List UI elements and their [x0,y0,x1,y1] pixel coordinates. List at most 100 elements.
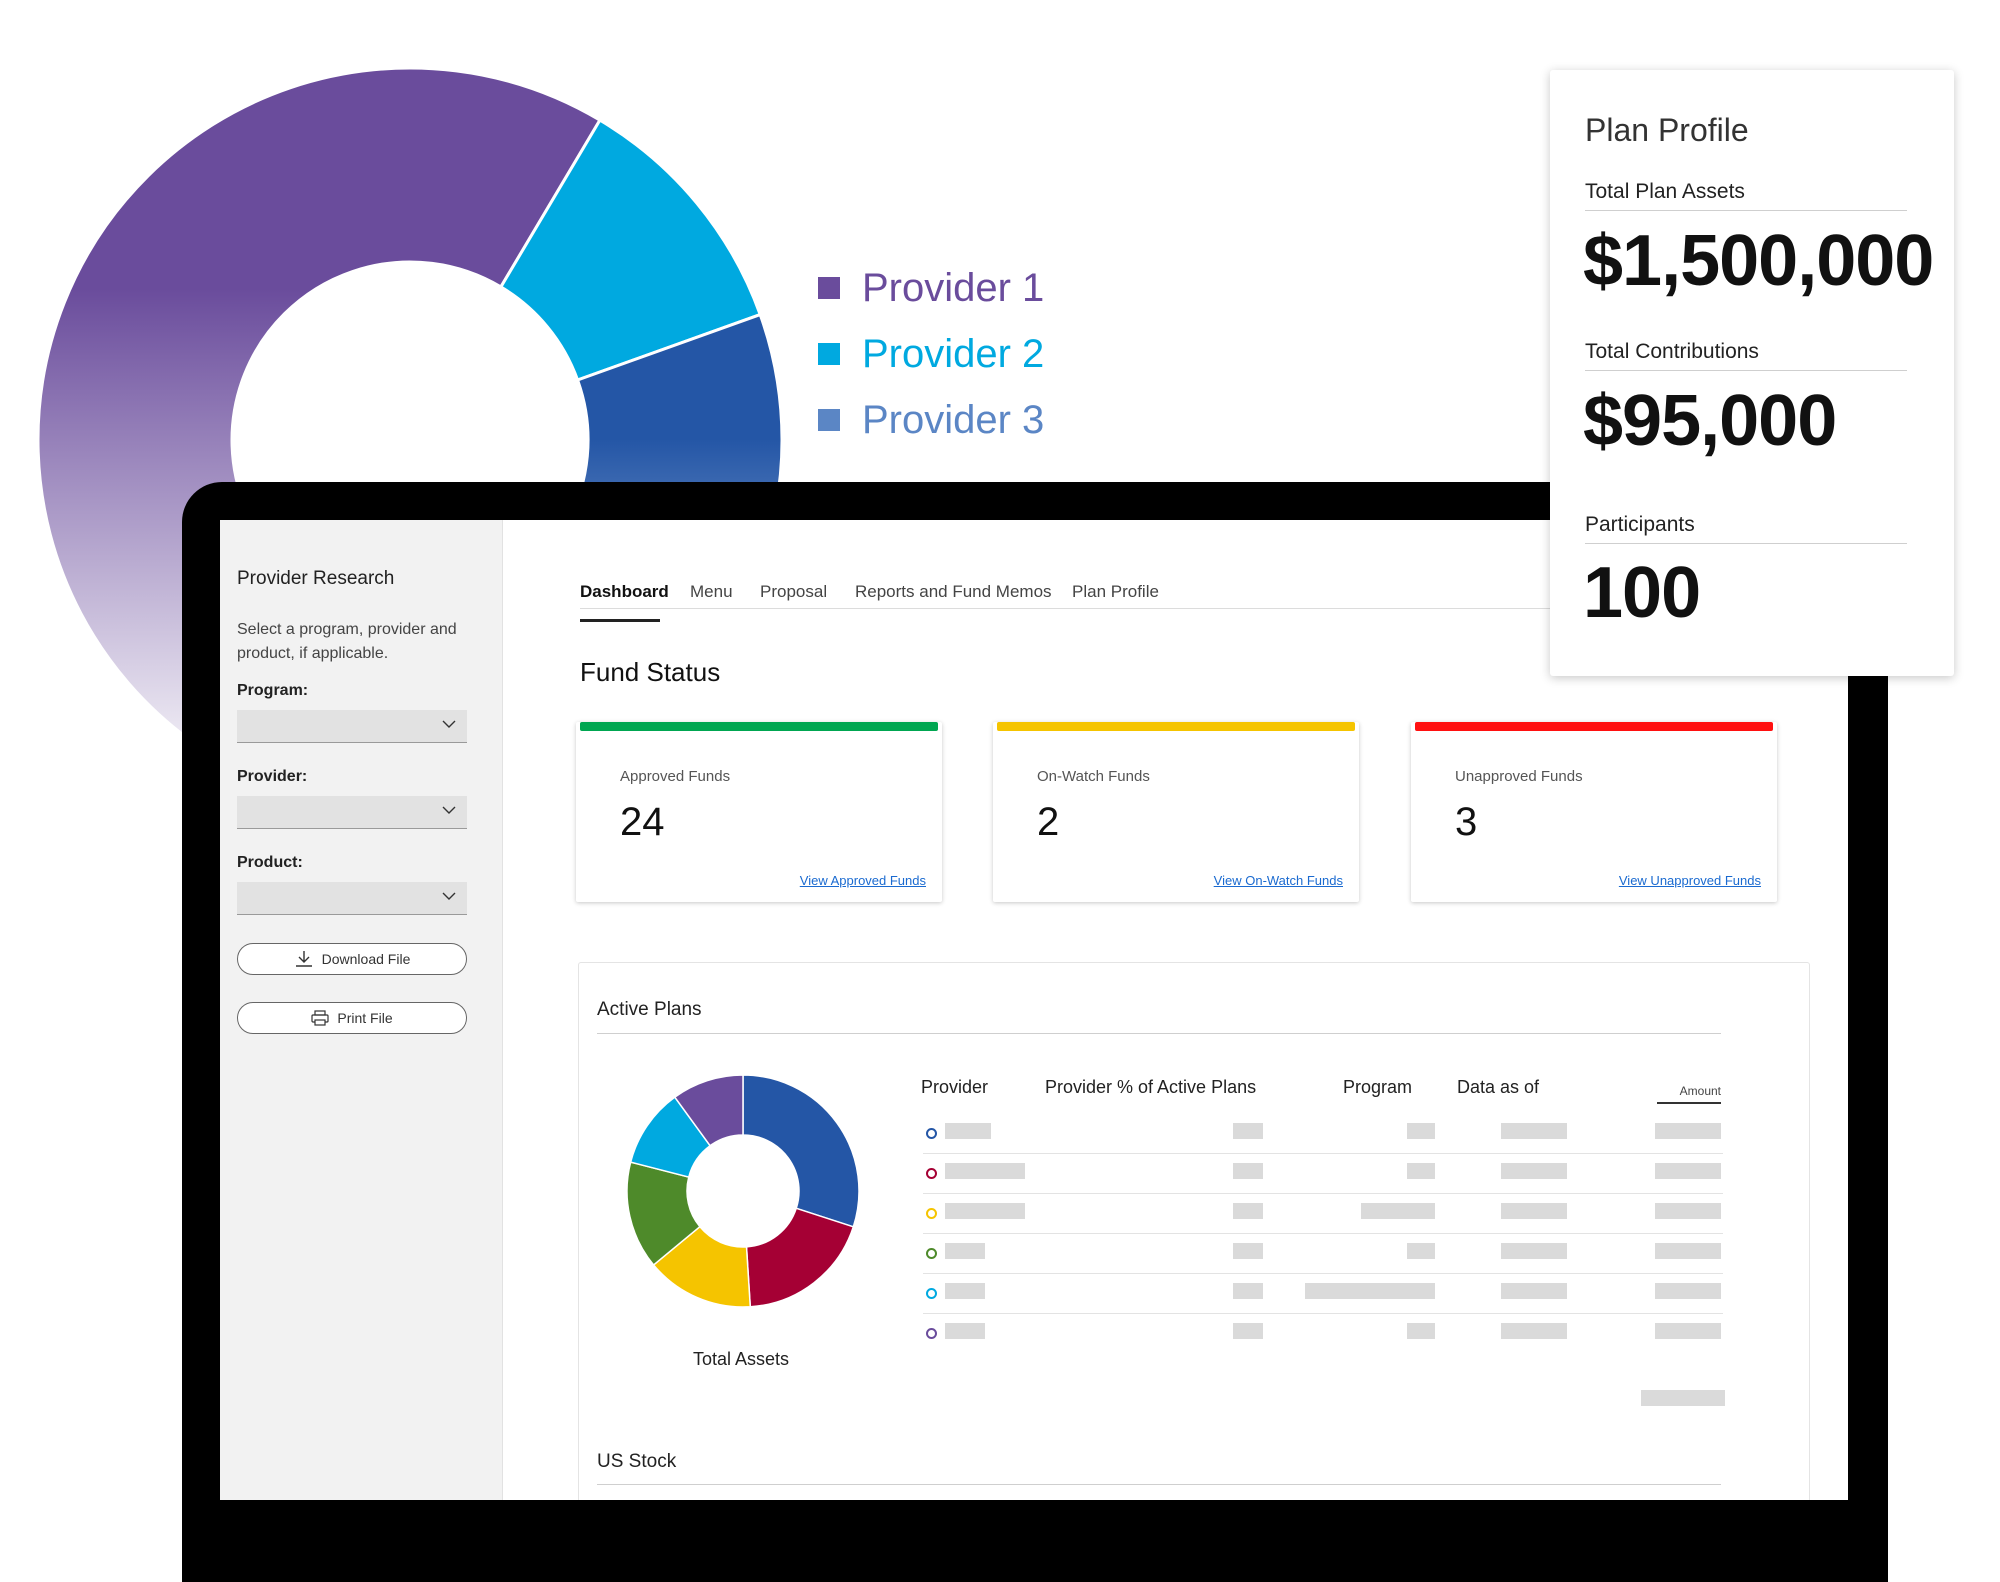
column-header-provider-percent[interactable]: Provider % of Active Plans [1045,1077,1257,1097]
tab-menu[interactable]: Menu [690,582,733,601]
chevron-down-icon [442,806,456,814]
product-select[interactable] [237,882,467,915]
active-plans-title: Active Plans [597,999,702,1020]
placeholder-cell [1305,1283,1435,1299]
row-color-dot [926,1328,937,1339]
participants-label: Participants [1585,513,1907,544]
table-row[interactable] [923,1113,1723,1154]
placeholder-cell [945,1163,1025,1179]
row-color-dot [926,1248,937,1259]
table-row[interactable] [923,1273,1723,1314]
sidebar-description: Select a program, provider and product, … [237,621,457,662]
column-header-data-as-of[interactable]: Data as of [1457,1077,1540,1097]
placeholder-cell [1501,1163,1567,1179]
placeholder-cell [1655,1203,1721,1219]
placeholder-cell [1407,1123,1435,1139]
sidebar-title: Provider Research [237,568,395,589]
placeholder-cell [945,1323,985,1339]
total-assets-donut-chart [626,1074,860,1308]
legend-swatch [818,409,840,431]
card-count: 24 [620,800,665,844]
placeholder-cell [1501,1323,1567,1339]
program-select[interactable] [237,710,467,743]
card-label: Approved Funds [620,768,731,785]
placeholder-cell [1233,1123,1263,1139]
row-color-dot [926,1128,937,1139]
download-file-button[interactable]: Download File [237,943,467,975]
placeholder-cell [945,1203,1025,1219]
divider [597,1033,1721,1034]
table-row[interactable] [923,1233,1723,1274]
divider [597,1484,1721,1485]
legend-label: Provider 3 [862,397,1045,442]
total-plan-assets-label: Total Plan Assets [1585,180,1907,211]
placeholder-cell [945,1123,991,1139]
column-header-amount[interactable]: Amount [1657,1084,1721,1104]
table-row[interactable] [923,1193,1723,1234]
placeholder-cell [1233,1323,1263,1339]
card-count: 3 [1455,800,1478,844]
placeholder-cell [1501,1203,1567,1219]
legend-label: Provider 2 [862,331,1045,376]
plan-profile-card: Plan Profile Total Plan Assets $1,500,00… [1550,70,1954,676]
placeholder-cell [1655,1123,1721,1139]
placeholder-cell [1233,1163,1263,1179]
status-bar-red [1415,722,1773,731]
placeholder-cell [1233,1243,1263,1259]
placeholder-cell [1501,1283,1567,1299]
placeholder-cell [1407,1243,1435,1259]
fund-status-title: Fund Status [580,657,721,687]
product-label: Product: [237,854,303,871]
tab-proposal[interactable]: Proposal [760,582,828,601]
total-assets-donut-slice-6 [673,1074,744,1147]
tab-reports-and-fund-memos[interactable]: Reports and Fund Memos [855,582,1052,601]
view-on-watch-funds-link[interactable]: View On-Watch Funds [1213,873,1343,888]
legend-item-provider-3: Provider 3 [818,387,1044,453]
tab-plan-profile[interactable]: Plan Profile [1072,582,1159,601]
active-plans-panel: Active Plans Total Assets Provider Provi… [578,962,1810,1500]
placeholder-cell [1407,1163,1435,1179]
print-file-button[interactable]: Print File [237,1002,467,1034]
legend-item-provider-2: Provider 2 [818,321,1044,387]
legend-swatch [818,343,840,365]
donut-caption: Total Assets [692,1349,790,1369]
print-icon [311,1010,329,1026]
total-amount-placeholder [1641,1390,1725,1406]
plan-profile-title: Plan Profile [1585,112,1749,148]
row-color-dot [926,1208,937,1219]
column-header-provider[interactable]: Provider [921,1077,989,1097]
chevron-down-icon [442,720,456,728]
download-icon [295,951,312,967]
participants-value: 100 [1583,553,1701,633]
app-screen: Provider Research Select a program, prov… [220,520,1848,1500]
total-contributions-label: Total Contributions [1585,340,1907,371]
main-tabs: Dashboard Menu Proposal Reports and Fund… [580,554,1790,622]
placeholder-cell [1361,1203,1435,1219]
table-row[interactable] [923,1153,1723,1194]
placeholder-cell [1233,1203,1263,1219]
placeholder-cell [1655,1323,1721,1339]
active-tab-indicator [580,619,660,622]
total-plan-assets-value: $1,500,000 [1583,221,1934,301]
status-bar-green [580,722,938,731]
table-row[interactable] [923,1313,1723,1353]
legend-swatch [818,277,840,299]
total-contributions-value: $95,000 [1583,381,1837,461]
provider-label: Provider: [237,768,308,785]
row-color-dot [926,1288,937,1299]
tab-dashboard[interactable]: Dashboard [580,582,669,601]
provider-select[interactable] [237,796,467,829]
view-unapproved-funds-link[interactable]: View Unapproved Funds [1618,873,1761,888]
placeholder-cell [1501,1243,1567,1259]
view-approved-funds-link[interactable]: View Approved Funds [799,873,926,888]
chevron-down-icon [442,892,456,900]
column-header-program[interactable]: Program [1343,1077,1413,1097]
legend-label: Provider 1 [862,265,1045,310]
print-file-label: Print File [337,1010,393,1026]
program-label: Program: [237,682,309,699]
legend-item-provider-1: Provider 1 [818,255,1044,321]
card-count: 2 [1037,800,1060,844]
card-label: On-Watch Funds [1037,768,1150,785]
on-watch-funds-card: On-Watch Funds 2 View On-Watch Funds [993,722,1359,902]
placeholder-cell [945,1243,985,1259]
